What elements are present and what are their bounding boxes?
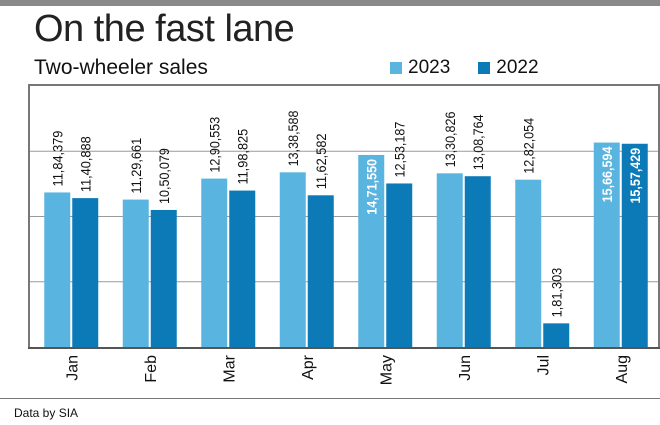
bar-mar-2023 — [201, 178, 228, 347]
frame-left — [28, 86, 30, 348]
data-label-mar-2022: 11,98,825 — [234, 129, 250, 185]
data-label-jun-2022: 13,08,764 — [470, 114, 486, 170]
data-label-mar-2023: 12,90,553 — [206, 117, 222, 173]
x-axis-baseline — [28, 347, 660, 349]
bar-aug-2023 — [593, 142, 620, 347]
chart-title: On the fast lane — [34, 8, 295, 50]
bar-apr-2022 — [307, 195, 334, 347]
bar-jun-2023 — [436, 173, 463, 347]
bar-may-2023 — [358, 154, 385, 347]
bar-feb-2022 — [150, 209, 177, 347]
category-label-apr: Apr — [300, 354, 317, 380]
data-label-aug-2023: 15,66,594 — [599, 146, 615, 202]
data-label-jul-2023: 12,82,054 — [520, 118, 536, 174]
subtitle-divider — [28, 84, 660, 86]
frame-right — [658, 86, 660, 348]
data-label-feb-2023: 11,29,661 — [128, 138, 144, 194]
data-label-apr-2022: 11,62,582 — [313, 133, 329, 189]
footer-divider — [0, 398, 660, 399]
category-label-jun: Jun — [457, 355, 474, 381]
data-label-jul-2022: 1,81,303 — [548, 268, 564, 318]
legend-swatch-2022 — [478, 62, 491, 74]
bar-jul-2022 — [543, 323, 570, 347]
data-label-apr-2023: 13,38,588 — [285, 110, 301, 166]
legend-swatch-2023 — [390, 62, 402, 74]
data-label-aug-2022: 15,57,429 — [627, 148, 643, 204]
legend: 2023 2022 — [390, 57, 561, 79]
bar-aug-2022 — [621, 143, 648, 347]
category-label-mar: Mar — [221, 354, 238, 382]
category-label-jul: Jul — [535, 355, 552, 375]
source-note: Data by SIA — [14, 406, 79, 420]
bar-mar-2022 — [229, 190, 256, 347]
legend-label-2022: 2022 — [496, 57, 539, 78]
chart-subtitle: Two-wheeler sales — [34, 56, 208, 79]
category-label-aug: Aug — [614, 355, 631, 383]
bar-feb-2023 — [122, 199, 149, 347]
bar-jun-2022 — [464, 176, 491, 347]
data-label-jan-2023: 11,84,379 — [49, 130, 65, 186]
category-label-may: May — [378, 355, 395, 385]
bar-apr-2023 — [279, 172, 306, 347]
bar-jan-2023 — [44, 192, 71, 347]
data-label-feb-2022: 10,50,079 — [156, 148, 172, 204]
category-label-feb: Feb — [143, 355, 160, 383]
data-label-may-2022: 12,53,187 — [391, 121, 407, 177]
bar-may-2022 — [386, 183, 413, 347]
data-label-may-2023: 14,71,550 — [363, 159, 379, 215]
data-label-jun-2023: 13,30,826 — [442, 111, 458, 167]
top-rule — [0, 0, 660, 6]
category-label-jan: Jan — [64, 355, 81, 381]
bar-jan-2022 — [72, 198, 99, 347]
legend-label-2023: 2023 — [408, 57, 451, 78]
data-label-jan-2022: 11,40,888 — [77, 136, 93, 192]
bar-jul-2023 — [515, 179, 542, 347]
